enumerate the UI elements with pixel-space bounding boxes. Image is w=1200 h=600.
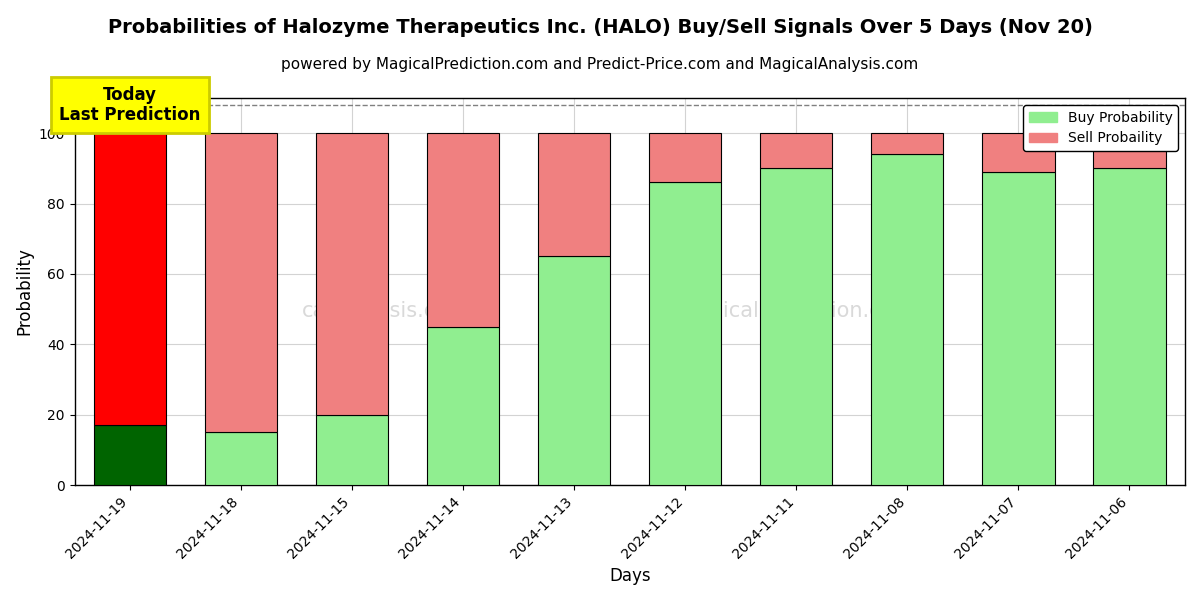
Text: Today
Last Prediction: Today Last Prediction bbox=[60, 86, 200, 124]
Bar bbox=[539, 133, 611, 256]
Text: calAnalysis.com: calAnalysis.com bbox=[302, 301, 469, 321]
Bar bbox=[871, 154, 943, 485]
Text: Probabilities of Halozyme Therapeutics Inc. (HALO) Buy/Sell Signals Over 5 Days : Probabilities of Halozyme Therapeutics I… bbox=[108, 18, 1092, 37]
Bar bbox=[427, 327, 499, 485]
Bar bbox=[94, 425, 167, 485]
Bar bbox=[871, 133, 943, 154]
Bar bbox=[427, 133, 499, 327]
Bar bbox=[316, 133, 389, 415]
Bar bbox=[1093, 169, 1165, 485]
Bar bbox=[761, 169, 833, 485]
Bar bbox=[983, 133, 1055, 172]
Bar bbox=[539, 256, 611, 485]
Bar bbox=[761, 133, 833, 169]
Bar bbox=[649, 182, 721, 485]
Legend: Buy Probability, Sell Probaility: Buy Probability, Sell Probaility bbox=[1024, 105, 1178, 151]
Text: powered by MagicalPrediction.com and Predict-Price.com and MagicalAnalysis.com: powered by MagicalPrediction.com and Pre… bbox=[281, 57, 919, 72]
Y-axis label: Probability: Probability bbox=[16, 248, 34, 335]
Bar bbox=[205, 133, 277, 432]
Bar bbox=[649, 133, 721, 182]
Bar bbox=[94, 133, 167, 425]
Bar bbox=[205, 432, 277, 485]
X-axis label: Days: Days bbox=[610, 567, 650, 585]
Bar bbox=[983, 172, 1055, 485]
Text: MagicalPrediction.com: MagicalPrediction.com bbox=[679, 301, 913, 321]
Bar bbox=[1093, 133, 1165, 169]
Bar bbox=[316, 415, 389, 485]
